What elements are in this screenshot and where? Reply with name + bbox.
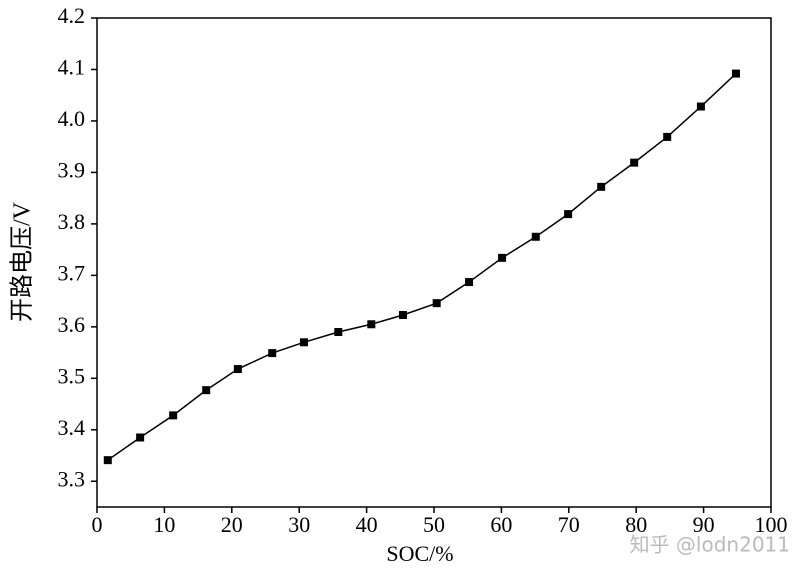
x-tick-label: 70	[558, 512, 580, 537]
marker	[498, 253, 507, 262]
marker	[731, 69, 740, 78]
x-tick-label: 40	[356, 512, 378, 537]
line	[107, 73, 737, 461]
marker	[398, 311, 407, 320]
x-axis-label: SOC/%	[386, 541, 453, 566]
watermark: 知乎 @lodn2011	[630, 533, 790, 557]
y-tick-label: 3.3	[58, 466, 86, 491]
marker	[597, 182, 606, 191]
y-tick-label: 3.7	[58, 260, 86, 285]
marker	[663, 132, 672, 141]
x-tick-label: 0	[92, 512, 103, 537]
marker	[367, 320, 376, 329]
marker	[268, 349, 277, 358]
marker	[233, 365, 242, 374]
y-tick-label: 3.8	[58, 209, 86, 234]
marker	[103, 456, 112, 465]
y-tick-label: 3.5	[58, 363, 86, 388]
marker	[299, 338, 308, 347]
x-tick-label: 100	[755, 512, 788, 537]
x-tick-label: 80	[625, 512, 647, 537]
y-axis-label: 开路电压/V	[9, 201, 36, 322]
marker	[432, 299, 441, 308]
marker	[531, 232, 540, 241]
y-tick-label: 3.6	[58, 312, 86, 337]
x-tick-label: 90	[693, 512, 715, 537]
x-tick-label: 10	[153, 512, 175, 537]
x-tick-label: 20	[221, 512, 243, 537]
marker	[334, 327, 343, 336]
x-tick-label: 30	[288, 512, 310, 537]
plot-frame	[96, 17, 772, 508]
y-tick-label: 3.9	[58, 157, 86, 182]
marker	[465, 278, 474, 287]
marker	[136, 433, 145, 442]
marker	[169, 411, 178, 420]
marker	[564, 210, 573, 219]
y-tick-label: 3.4	[58, 415, 86, 440]
y-tick-label: 4.1	[58, 55, 86, 80]
x-tick-label: 50	[423, 512, 445, 537]
y-tick-label: 4.2	[58, 3, 86, 28]
marker	[202, 386, 211, 395]
y-tick-label: 4.0	[58, 106, 86, 131]
marker	[630, 158, 639, 167]
marker	[696, 102, 705, 111]
x-tick-label: 60	[490, 512, 512, 537]
